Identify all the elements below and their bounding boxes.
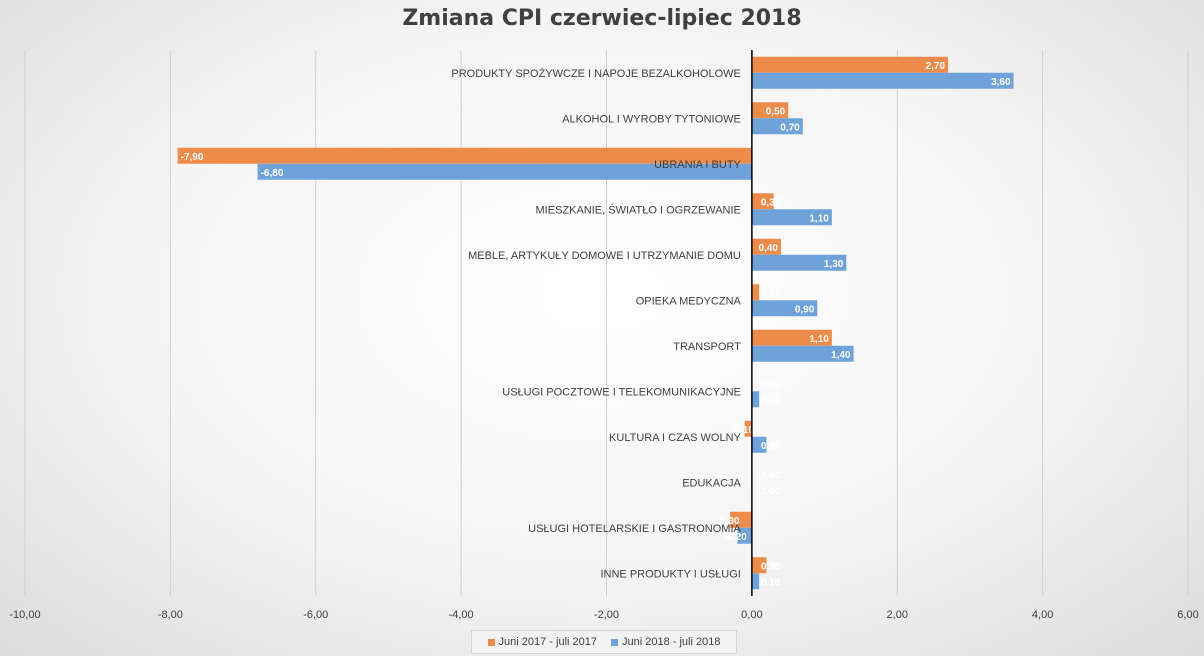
bar-series-1 (751, 284, 760, 301)
legend-swatch-series-2 (611, 638, 618, 646)
chart-title: Zmiana CPI czerwiec-lipiec 2018 (402, 6, 802, 31)
bar-series-2 (751, 300, 818, 317)
category-label: KULTURA I CZAS WOLNY (609, 432, 741, 444)
data-label-series-1: 0,20 (761, 561, 781, 572)
bar-series-2 (751, 118, 803, 135)
bar-series-1 (751, 329, 832, 346)
bar-series-2 (751, 345, 854, 362)
x-tick-label: -8,00 (158, 609, 183, 621)
data-label-series-2: 3,60 (991, 77, 1011, 88)
x-tick-label: -4,00 (449, 609, 474, 621)
x-tick-label: 4,00 (1032, 609, 1053, 621)
data-label-series-1: 2,70 (926, 61, 946, 72)
bar-series-1 (751, 102, 789, 119)
bar-series-2 (751, 436, 767, 453)
data-label-series-2: 0,20 (761, 441, 781, 452)
data-label-series-2: 0,10 (761, 395, 781, 406)
data-label-series-2: 1,10 (809, 213, 829, 224)
data-label-series-1: -7,90 (181, 152, 204, 163)
bar-series-2 (751, 209, 832, 226)
data-label-series-1: 1,10 (809, 334, 829, 345)
data-label-series-1: 0,10 (761, 288, 781, 299)
category-label: USŁUGI HOTELARSKIE I GASTRONOMIA (528, 523, 741, 535)
x-tick-label: 6,00 (1177, 609, 1198, 621)
category-label: USŁUGI POCZTOWE I TELEKOMUNIKACYJNE (502, 386, 741, 398)
bar-series-1 (177, 147, 752, 164)
bar-series-2 (751, 72, 1014, 89)
legend: Juni 2017 - juli 2017 Juni 2018 - juli 2… (471, 630, 737, 654)
legend-label-series-1: Juni 2017 - juli 2017 (498, 636, 597, 648)
bar-series-1 (744, 420, 752, 437)
category-label: UBRANIA I BUTY (654, 159, 741, 171)
category-label: MIESZKANIE, ŚWIATŁO I OGRZEWANIE (536, 203, 741, 216)
legend-swatch-series-1 (487, 638, 495, 646)
data-label-series-2: 1,30 (824, 259, 844, 270)
data-label-series-2: 0,10 (761, 577, 781, 588)
data-label-series-2: 1,40 (831, 350, 851, 361)
x-tick-label: -2,00 (594, 609, 619, 621)
bar-series-2 (751, 254, 847, 271)
legend-item-series-1: Juni 2017 - juli 2017 (487, 636, 597, 648)
data-label-series-2: -6,80 (261, 168, 284, 179)
category-label: OPIEKA MEDYCZNA (636, 295, 742, 307)
bar-series-1 (751, 238, 781, 255)
data-label-series-2: 0,70 (780, 122, 800, 133)
x-tick-label: -10,00 (9, 609, 40, 621)
category-label: INNE PRODUKTY I USŁUGI (600, 568, 740, 580)
bar-series-1 (751, 193, 774, 210)
data-label-series-2: 0,90 (795, 304, 815, 315)
bar-series-2 (737, 527, 752, 544)
plot-area: -10,00 -8,00 -6,00 -4,00 -2,00 0,00 2,00 4,00 6,… (9, 50, 1199, 621)
bar-series-2 (751, 573, 760, 590)
x-tick-label: -6,00 (303, 609, 328, 621)
x-tick-label: 0,00 (741, 609, 762, 621)
category-label: PRODUKTY SPOŻYWCZE I NAPOJE BEZALKOHOLOW… (451, 67, 741, 80)
data-label-series-1: 0,00 (761, 379, 781, 390)
data-label-series-1: 0,00 (761, 470, 781, 481)
data-label-series-1: -0,30 (717, 516, 740, 527)
bar-series-1 (751, 56, 949, 73)
category-label: ALKOHOL I WYROBY TYTONIOWE (562, 113, 741, 125)
category-label: TRANSPORT (673, 341, 741, 353)
data-label-series-1: 0,50 (766, 106, 786, 117)
data-label-series-2: -0,20 (724, 532, 747, 543)
legend-item-series-2: Juni 2018 - juli 2018 (611, 636, 720, 648)
data-label-series-2: 0,00 (761, 486, 781, 497)
category-label: EDUKACJA (682, 477, 741, 489)
bar-series-1 (730, 511, 752, 528)
bar-series-2 (257, 163, 752, 180)
data-label-series-1: 0,40 (758, 243, 778, 254)
x-tick-label: 2,00 (887, 609, 908, 621)
bar-series-1 (751, 557, 767, 574)
data-label-series-1: 0,30 (761, 197, 781, 208)
legend-label-series-2: Juni 2018 - juli 2018 (622, 636, 721, 648)
category-label: MEBLE, ARTYKUŁY DOMOWE I UTRZYMANIE DOMU (468, 250, 741, 262)
data-label-series-1: -0,10 (731, 425, 754, 436)
bar-series-2 (751, 391, 760, 408)
